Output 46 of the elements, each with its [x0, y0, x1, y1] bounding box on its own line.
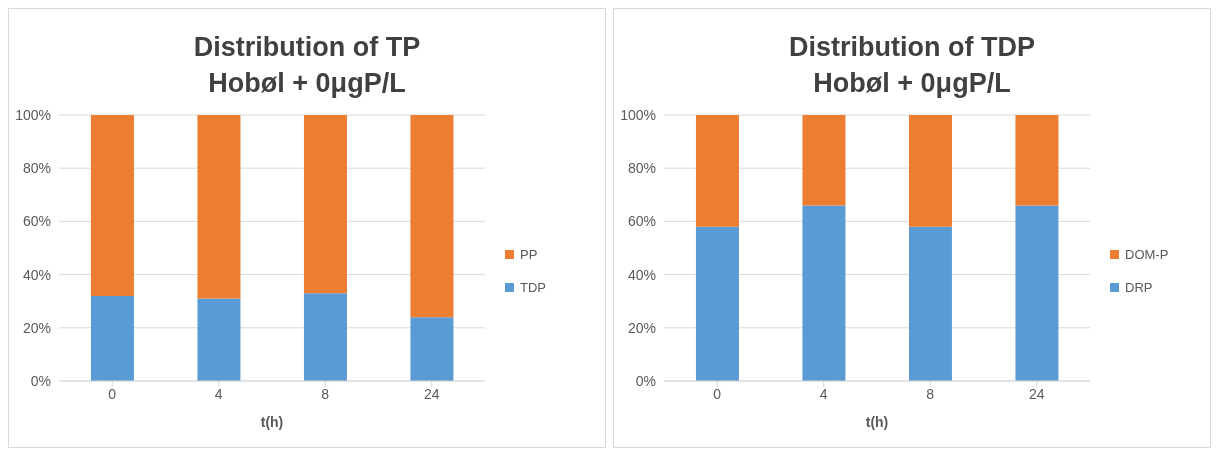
y-tick-label: 0%	[635, 372, 656, 389]
bar	[303, 115, 347, 294]
y-tick-label: 40%	[22, 266, 51, 283]
bar	[90, 295, 134, 381]
x-tick-label: 4	[214, 385, 223, 402]
bar	[197, 115, 241, 299]
y-tick-label: 60%	[22, 213, 51, 230]
chart-title: Distribution of TP	[192, 31, 422, 64]
bar	[410, 317, 454, 381]
bar	[1015, 205, 1059, 381]
bar	[303, 293, 347, 381]
y-tick-label: 80%	[22, 160, 51, 177]
bar	[908, 115, 952, 227]
bar	[197, 298, 241, 381]
bar	[802, 205, 846, 381]
x-tick-label: 8	[926, 385, 935, 402]
legend-label: DOM-P	[1124, 247, 1170, 262]
x-tick-label: 8	[321, 385, 330, 402]
legend-label: TDP	[519, 280, 547, 295]
legend-label: PP	[519, 247, 539, 262]
x-tick-label: 24	[423, 385, 440, 402]
x-axis-title: t(h)	[865, 414, 889, 430]
y-tick-label: 100%	[620, 106, 656, 123]
bar	[802, 115, 846, 206]
y-tick-label: 100%	[15, 106, 51, 123]
bar	[695, 226, 739, 381]
x-tick-label: 0	[713, 385, 722, 402]
x-tick-label: 4	[819, 385, 828, 402]
y-tick-label: 0%	[30, 372, 51, 389]
y-tick-label: 20%	[627, 319, 656, 336]
chart-title: Distribution of TDP	[788, 31, 1036, 64]
bar	[695, 115, 739, 227]
chart-subtitle: Hobøl + 0μgP/L	[207, 67, 407, 100]
y-tick-label: 20%	[22, 319, 51, 336]
chart-subtitle: Hobøl + 0μgP/L	[812, 67, 1012, 100]
x-tick-label: 24	[1028, 385, 1045, 402]
x-tick-label: 0	[108, 385, 117, 402]
bar	[90, 115, 134, 296]
bar	[410, 115, 454, 318]
y-tick-label: 40%	[627, 266, 656, 283]
y-tick-label: 80%	[627, 160, 656, 177]
bar	[1015, 115, 1059, 206]
legend-label: DRP	[1124, 280, 1154, 295]
x-axis-title: t(h)	[260, 414, 284, 430]
bar	[908, 226, 952, 381]
y-tick-label: 60%	[627, 213, 656, 230]
